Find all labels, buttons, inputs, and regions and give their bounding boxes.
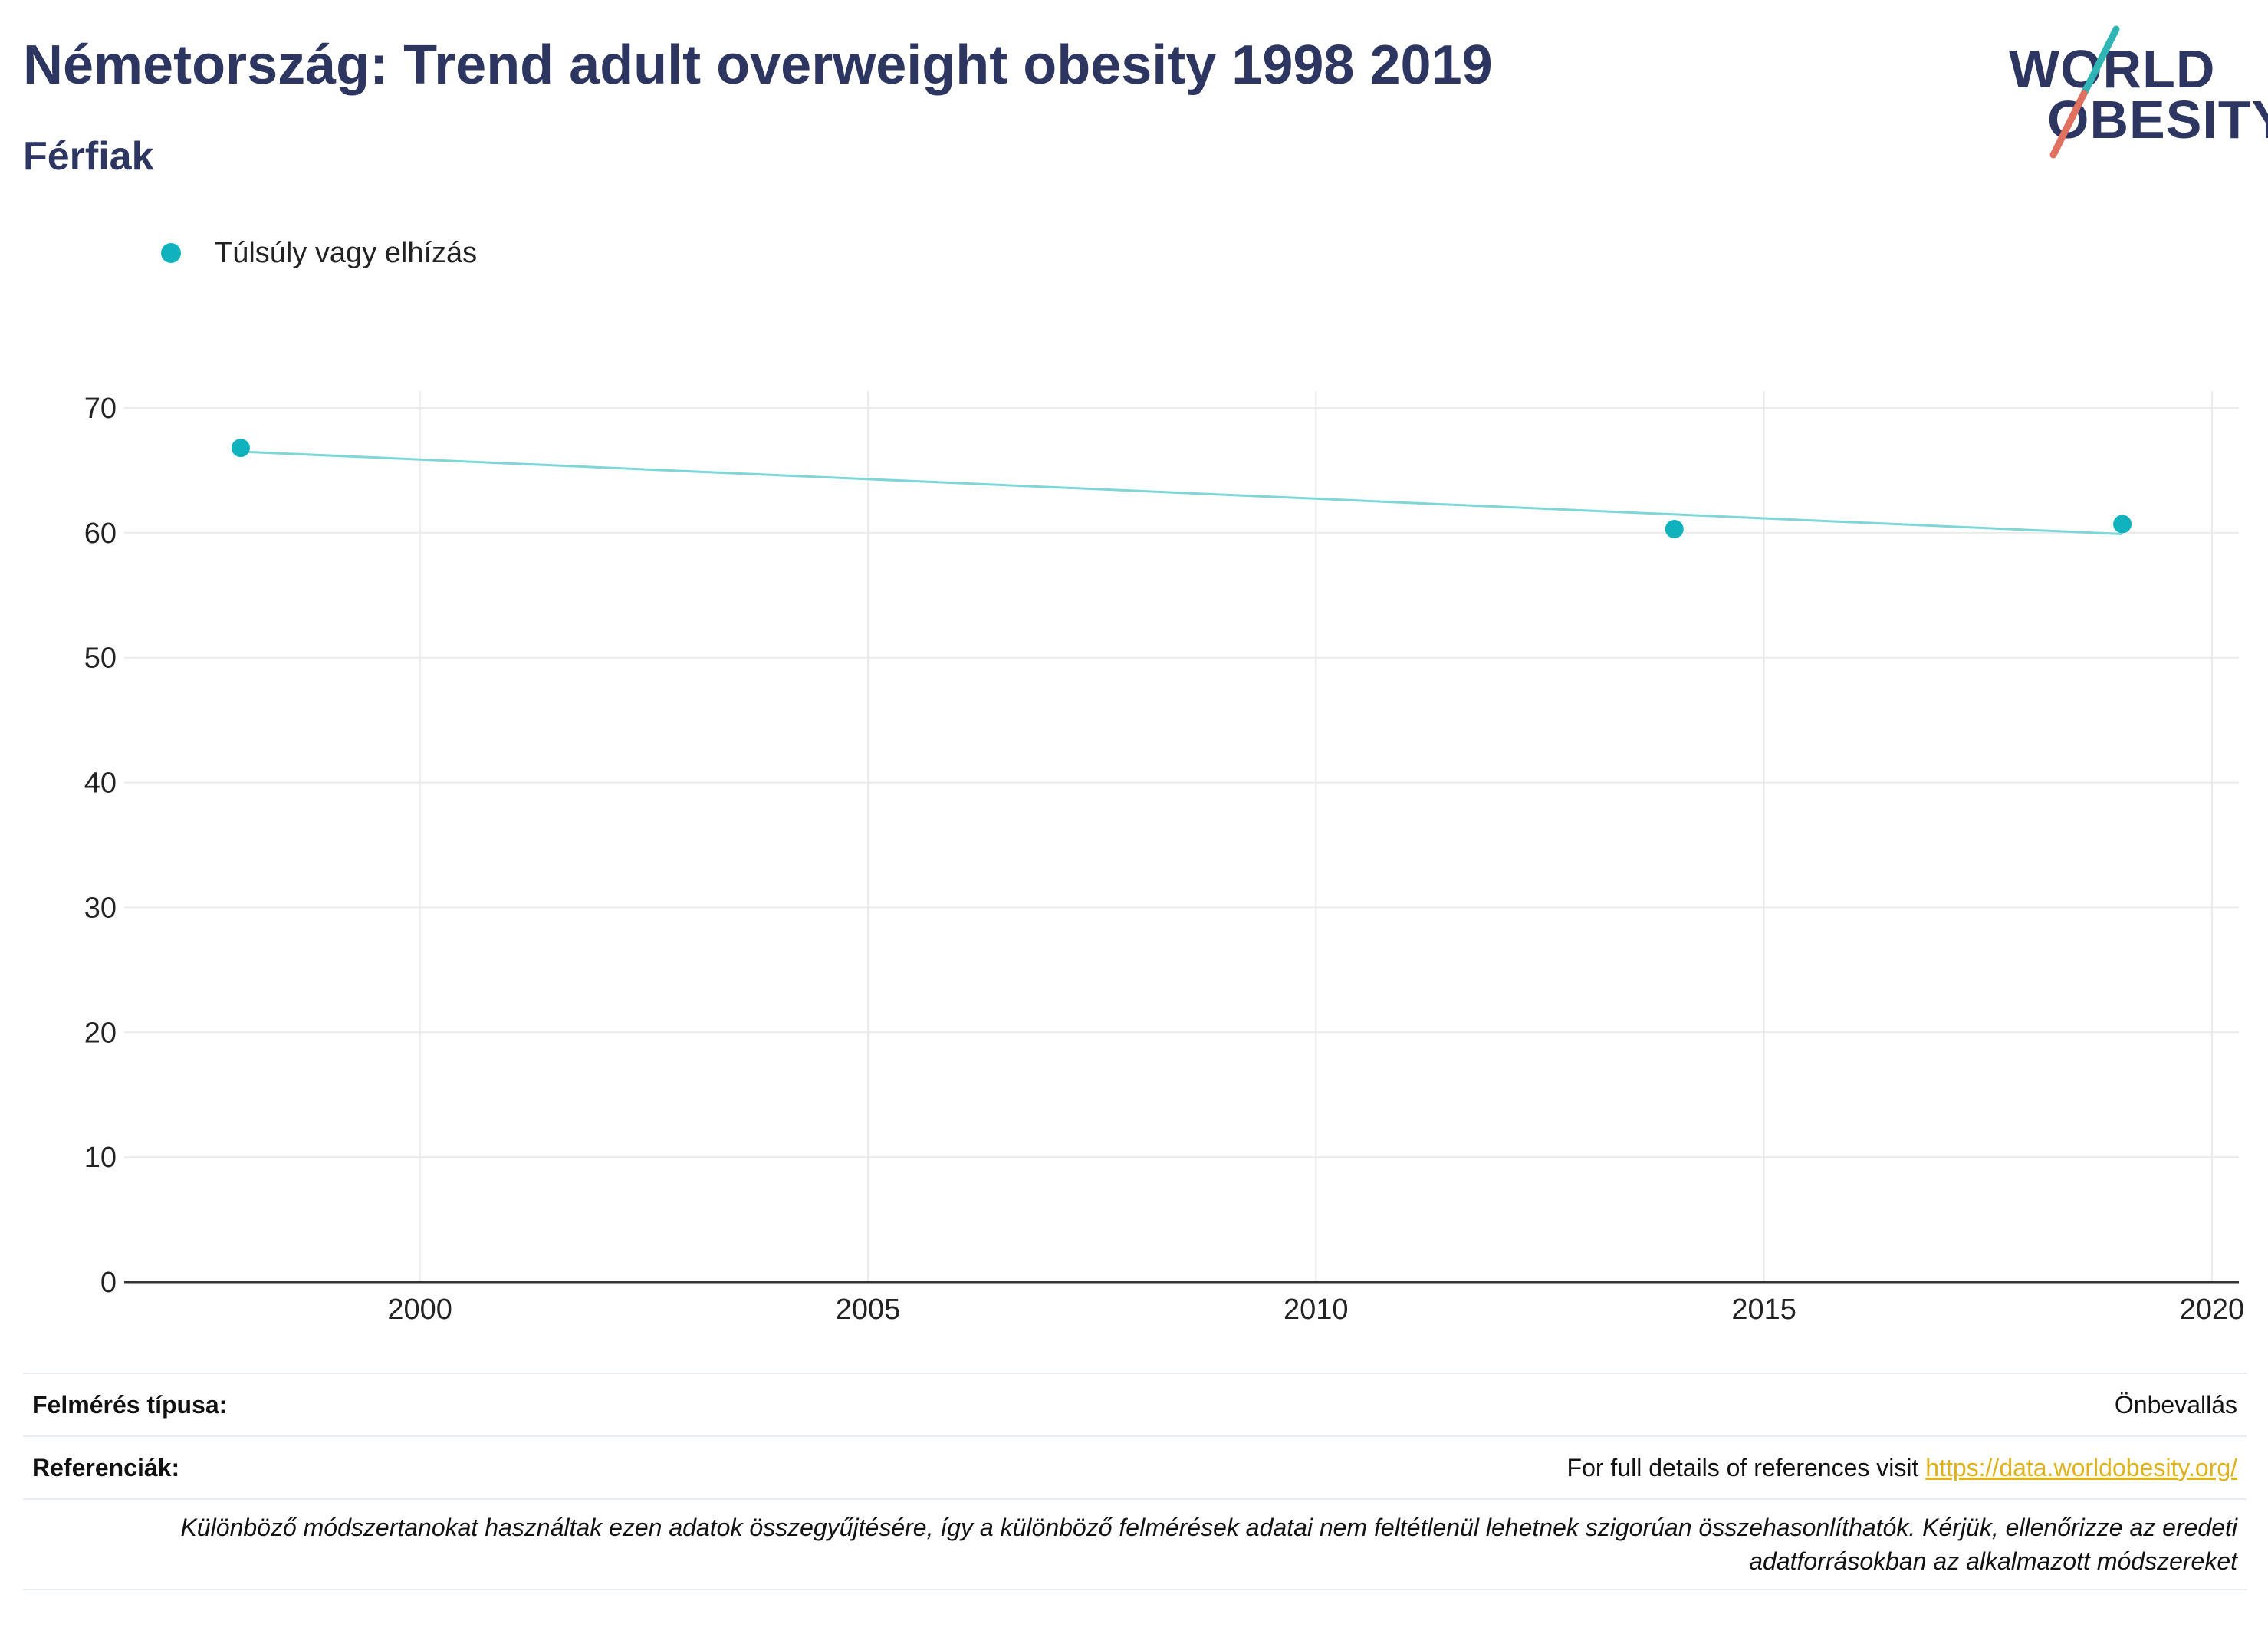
survey-type-value: Önbevallás <box>2114 1390 2237 1419</box>
world-obesity-logo: WORLD OBESITY <box>2001 23 2268 161</box>
references-text: For full details of references visit <box>1566 1453 1926 1481</box>
y-tick-label: 20 <box>84 1017 117 1049</box>
methodology-note: Különböző módszertanokat használtak ezen… <box>23 1500 2247 1590</box>
survey-type-row: Felmérés típusa: Önbevallás <box>23 1374 2247 1437</box>
logo-slash-icon <box>2049 25 2120 159</box>
y-tick-label: 30 <box>84 892 117 924</box>
y-tick-label: 70 <box>84 393 117 425</box>
survey-type-label: Felmérés típusa: <box>32 1390 228 1419</box>
x-tick-label: 2010 <box>1284 1294 1349 1326</box>
x-tick-label: 2000 <box>387 1294 452 1326</box>
page-title: Németország: Trend adult overweight obes… <box>23 35 1493 96</box>
page-subtitle: Férfiak <box>23 134 154 179</box>
x-tick-label: 2015 <box>1731 1294 1796 1326</box>
y-tick-label: 50 <box>84 643 117 675</box>
x-tick-label: 2020 <box>2180 1294 2245 1326</box>
info-table: Felmérés típusa: Önbevallás Referenciák:… <box>23 1373 2247 1590</box>
logo-line-1: WORLD <box>2009 39 2216 99</box>
y-tick-label: 40 <box>84 768 117 800</box>
chart-legend[interactable]: Túlsúly vagy elhízás <box>161 230 477 276</box>
references-label: Referenciák: <box>32 1453 180 1481</box>
data-point <box>1665 519 1684 538</box>
y-tick-label: 60 <box>84 518 117 550</box>
data-point <box>2113 515 2132 534</box>
references-row: Referenciák: For full details of referen… <box>23 1437 2247 1500</box>
legend-marker-icon <box>161 243 181 263</box>
trend-line <box>240 450 2123 535</box>
x-tick-label: 2005 <box>836 1294 901 1326</box>
chart-plot: 0 10 20 30 40 50 60 70 2000 2005 2010 2015 2020 <box>84 391 2245 1326</box>
legend-label: Túlsúly vagy elhízás <box>215 236 478 269</box>
references-value: For full details of references visit htt… <box>1567 1454 2237 1482</box>
y-tick-label: 0 <box>100 1267 117 1299</box>
y-tick-label: 10 <box>84 1142 117 1174</box>
references-link[interactable]: https://data.worldobesity.org/ <box>1925 1453 2237 1481</box>
data-point <box>231 439 250 458</box>
